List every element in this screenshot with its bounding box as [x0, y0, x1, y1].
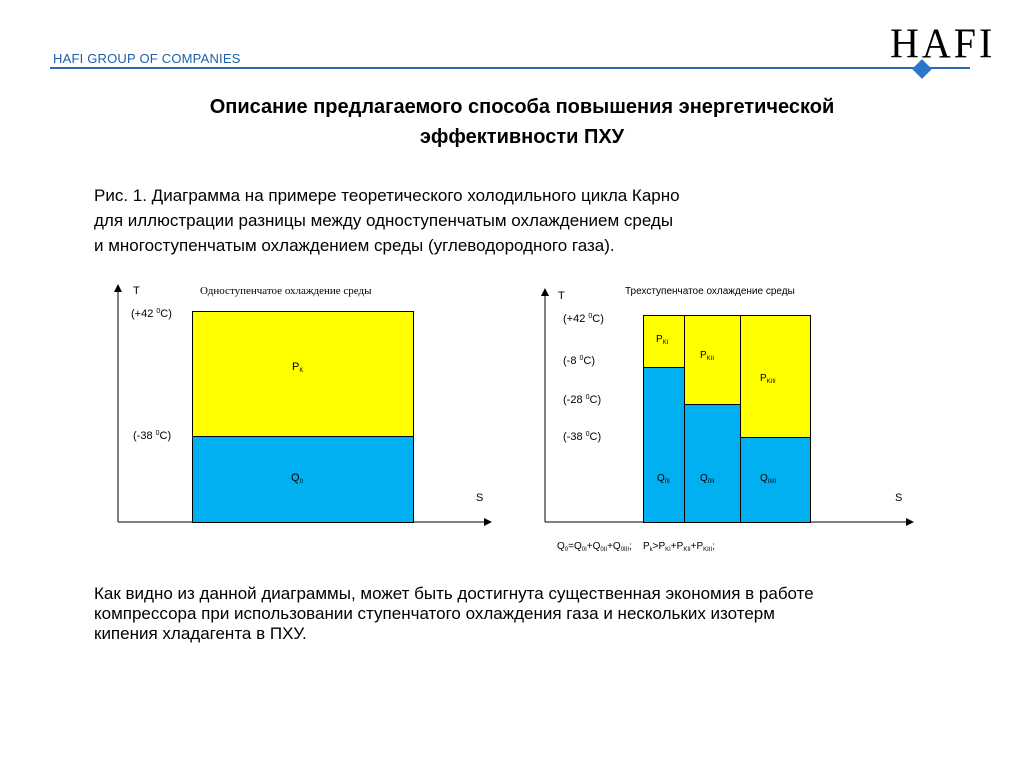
left-heat-block [192, 436, 414, 523]
balance-formula: Q0=Q0I+Q0II+Q0III; Pk>PKI+PKII+PKIII; [557, 541, 715, 553]
left-temp-low: (-38 0C) [133, 430, 172, 442]
stage1-heat-block [643, 367, 685, 523]
hafi-logo: HAFI [890, 19, 996, 68]
stage3-work-block [740, 315, 811, 438]
stage2-heat-label: Q0II [700, 473, 715, 485]
slide-title-line-2: эффективности ПХУ [419, 126, 625, 148]
left-temp-high: (+42 0C) [131, 308, 172, 320]
figure-caption: Рис. 1. Диаграмма на примере теоретическ… [94, 183, 814, 258]
stage2-heat-block [684, 404, 741, 523]
right-temp-38: (-38 0C) [563, 431, 602, 443]
left-work-label: PK [292, 361, 304, 374]
header-divider [50, 67, 970, 69]
stage1-work-label: PKI [656, 334, 669, 346]
left-work-block [192, 311, 414, 437]
summary-text: Как видно из данной диаграммы, может быт… [94, 584, 974, 644]
right-x-axis-label: S [895, 492, 903, 504]
stage1-heat-label: Q0I [657, 473, 670, 485]
work-formula: Pk>PKI+PKII+PKIII; [642, 541, 715, 553]
stage2-work-label: PKII [700, 350, 715, 362]
right-diagram-title: Трехступенчатое охлаждение среды [625, 286, 795, 297]
right-y-axis-label: T [558, 290, 565, 302]
summary-line-2: компрессора при использовании ступенчато… [94, 604, 775, 623]
caption-line-2: для иллюстрации разницы между одноступен… [94, 211, 674, 230]
slide-title: Описание предлагаемого способа повышения… [60, 92, 984, 152]
stage3-work-label: PKIII [760, 373, 776, 385]
caption-line-3: и многоступенчатым охлаждением среды (уг… [94, 236, 615, 255]
left-heat-label: Q0 [291, 472, 303, 485]
heat-formula: Q0=Q0I+Q0II+Q0III; [557, 541, 632, 553]
stage3-heat-block [740, 437, 811, 523]
company-name: HAFI GROUP OF COMPANIES [53, 51, 241, 66]
left-diagram-title: Одноступенчатое охлаждение среды [200, 285, 372, 297]
right-temp-8: (-8 0C) [563, 355, 596, 367]
left-y-axis-label: T [133, 285, 140, 297]
stage3-heat-label: Q0III [760, 473, 777, 485]
summary-line-3: кипения хладагента в ПХУ. [94, 624, 307, 643]
stage2-work-block [684, 315, 741, 405]
slide-title-line-1: Описание предлагаемого способа повышения… [209, 96, 835, 118]
caption-line-1: Рис. 1. Диаграмма на примере теоретическ… [94, 186, 680, 205]
right-temp-28: (-28 0C) [563, 394, 602, 406]
right-temp-42: (+42 0C) [563, 313, 604, 325]
summary-line-1: Как видно из данной диаграммы, может быт… [94, 584, 814, 603]
left-x-axis-label: S [476, 492, 484, 504]
